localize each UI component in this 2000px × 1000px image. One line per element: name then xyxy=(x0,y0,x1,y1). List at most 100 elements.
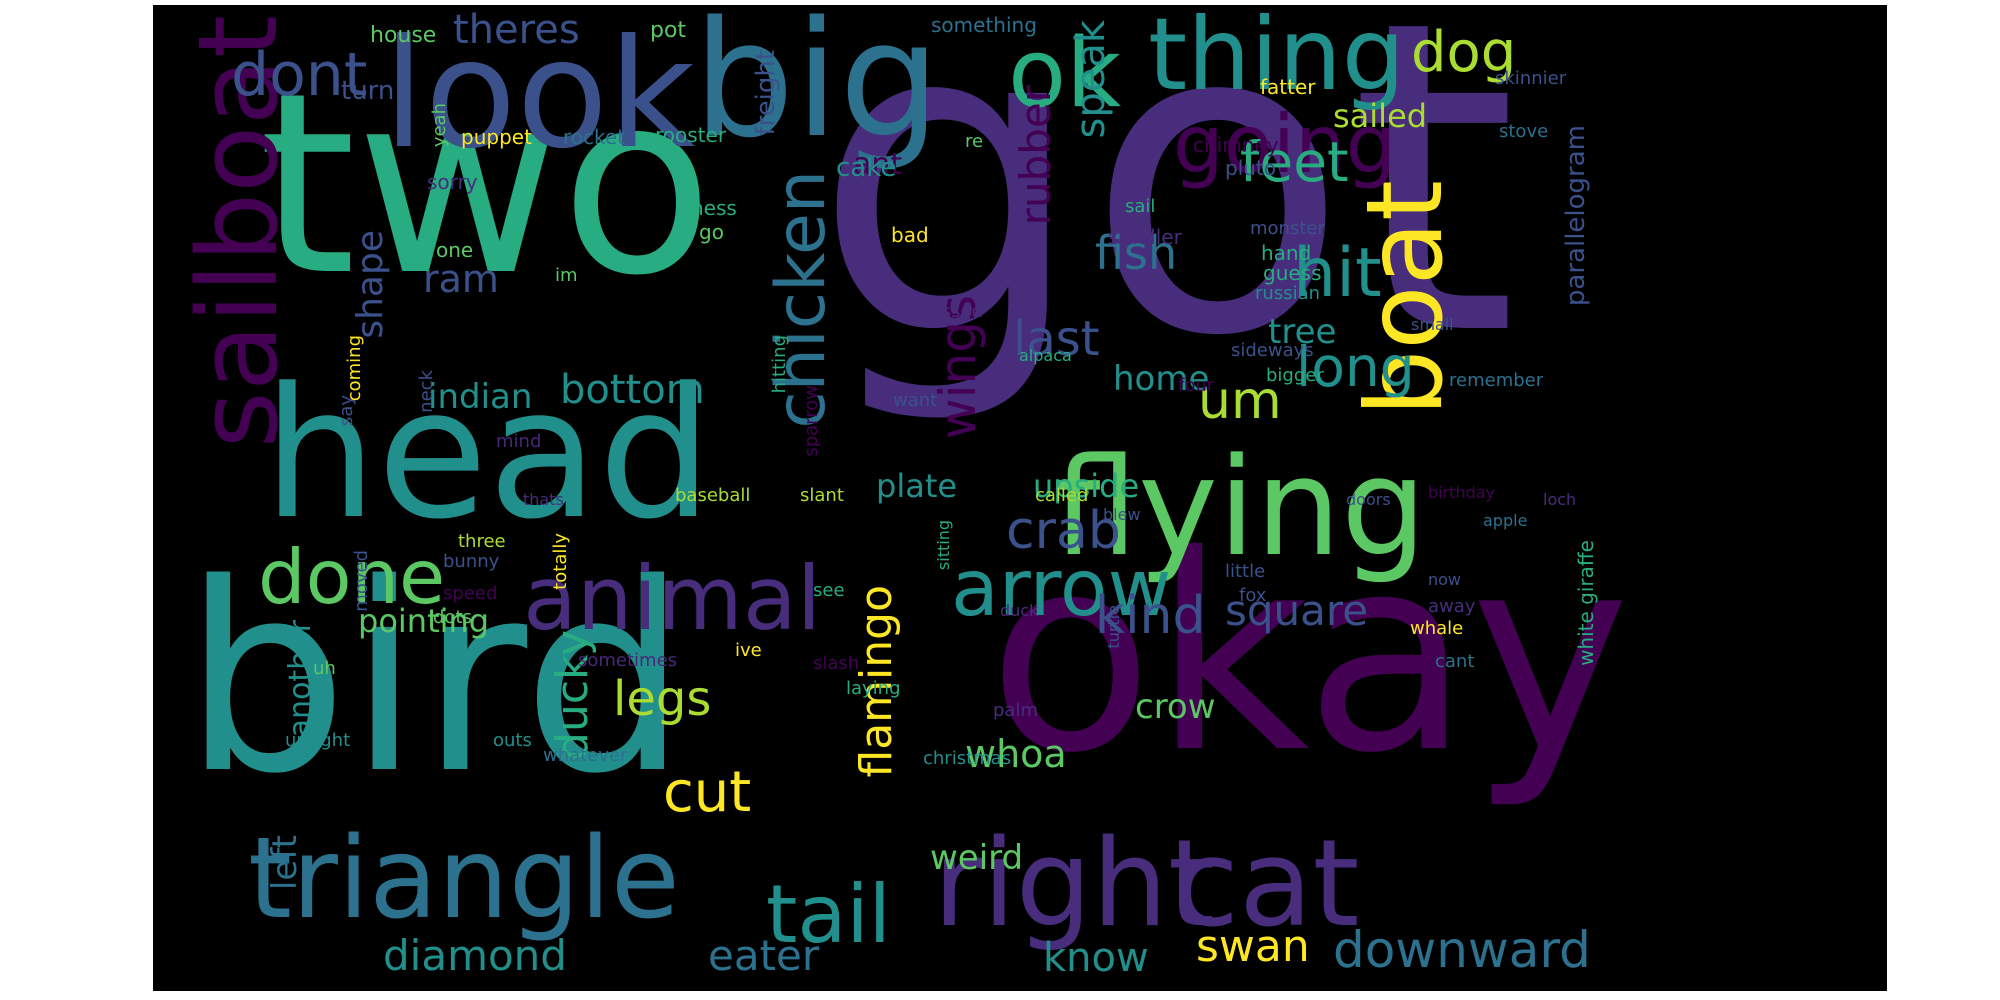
word: moved xyxy=(351,550,372,612)
word: parallelogram xyxy=(1561,125,1591,307)
word: speak xyxy=(1068,20,1114,139)
word: flying xyxy=(1053,429,1427,586)
word: turtle xyxy=(1104,605,1123,649)
word: im xyxy=(555,265,578,286)
word: re xyxy=(965,131,984,152)
word: bottom xyxy=(560,367,705,413)
word: kind xyxy=(1095,586,1206,646)
word: loch xyxy=(1543,490,1577,509)
word: upright xyxy=(285,730,351,751)
word: hand xyxy=(1261,241,1312,265)
word: duck xyxy=(1000,601,1039,620)
word: speed xyxy=(443,583,498,604)
word: bunny xyxy=(443,551,500,572)
word: legs xyxy=(613,671,712,727)
word: crab xyxy=(1006,501,1121,561)
word: ness xyxy=(691,196,737,220)
word: rocket xyxy=(563,125,626,149)
word: crow xyxy=(1135,687,1216,727)
word: doors xyxy=(1346,490,1391,509)
word: apple xyxy=(1483,511,1528,530)
word: right xyxy=(933,815,1215,954)
word: messed xyxy=(913,301,983,322)
word: dont xyxy=(231,40,368,110)
word: bigger xyxy=(1266,365,1324,386)
word: go xyxy=(699,220,724,244)
word: small xyxy=(1411,315,1454,334)
word: coming xyxy=(344,335,365,402)
word: animal xyxy=(523,547,822,650)
word: feet xyxy=(1240,130,1349,194)
word: whale xyxy=(1410,618,1464,639)
word: blew xyxy=(1103,505,1141,524)
word: sorry xyxy=(427,170,478,194)
word: ive xyxy=(735,640,762,661)
word: tree xyxy=(1268,312,1337,352)
word: look xyxy=(383,8,696,182)
word: puppet xyxy=(461,125,532,149)
word: eater xyxy=(708,931,820,980)
word: square xyxy=(1225,586,1369,635)
word: dots xyxy=(433,607,472,628)
word: whatever xyxy=(543,745,628,766)
word: done xyxy=(258,533,446,621)
word: hitting xyxy=(769,335,790,394)
word: stove xyxy=(1499,121,1549,142)
word: remember xyxy=(1449,370,1544,391)
word: thing xyxy=(1148,5,1406,113)
word: one xyxy=(436,238,474,262)
word: fatter xyxy=(1260,75,1316,99)
word: christmas xyxy=(923,748,1012,769)
word: russian xyxy=(1255,283,1321,304)
word: cant xyxy=(1435,651,1475,672)
word: triangle xyxy=(248,814,680,944)
word: bird xyxy=(183,529,688,831)
word: chimney xyxy=(1193,133,1279,157)
word: smaller xyxy=(1108,225,1182,249)
word: baseball xyxy=(675,485,751,506)
word: guess xyxy=(1263,261,1322,285)
word: weird xyxy=(930,838,1024,878)
word: ok xyxy=(1008,19,1122,129)
word: whoa xyxy=(965,732,1067,776)
word: slash xyxy=(813,653,860,674)
word: sideways xyxy=(1231,340,1314,361)
word: rooster xyxy=(655,123,727,147)
word: skinnier xyxy=(1495,68,1567,89)
word: away xyxy=(1428,596,1476,617)
word: cat xyxy=(1173,815,1360,954)
word: thats xyxy=(523,490,564,509)
word: say xyxy=(336,395,357,427)
word: cake xyxy=(836,153,897,183)
word: cut xyxy=(663,760,752,825)
word: two xyxy=(258,39,714,330)
word: sail xyxy=(1125,196,1156,217)
word: totally xyxy=(550,533,571,590)
word: swan xyxy=(1196,921,1310,972)
word: know xyxy=(1043,935,1149,981)
word: three xyxy=(458,531,506,552)
word: sometimes xyxy=(578,650,678,671)
word: hit xyxy=(1293,234,1382,313)
word: bad xyxy=(891,223,929,247)
word: home xyxy=(1113,359,1210,399)
word: pluto xyxy=(1225,156,1277,180)
word: okay xyxy=(988,497,1631,812)
word: big xyxy=(693,5,941,173)
word: laying xyxy=(846,678,901,699)
word: see xyxy=(813,580,845,601)
word: theres xyxy=(453,7,580,53)
word: white giraffe xyxy=(1574,540,1598,666)
word: yeah xyxy=(429,103,450,148)
word-cloud: got two bird okay head look big flying r… xyxy=(153,5,1887,991)
word: another xyxy=(283,620,318,738)
word: sitting xyxy=(934,520,953,571)
word: something xyxy=(931,13,1037,37)
word: sailed xyxy=(1333,97,1428,135)
word: called xyxy=(1035,485,1089,506)
word: head xyxy=(263,350,713,559)
word: left xyxy=(265,835,305,891)
word: alpaca xyxy=(1019,346,1072,365)
word: downward xyxy=(1333,921,1591,979)
word: plate xyxy=(876,467,958,505)
